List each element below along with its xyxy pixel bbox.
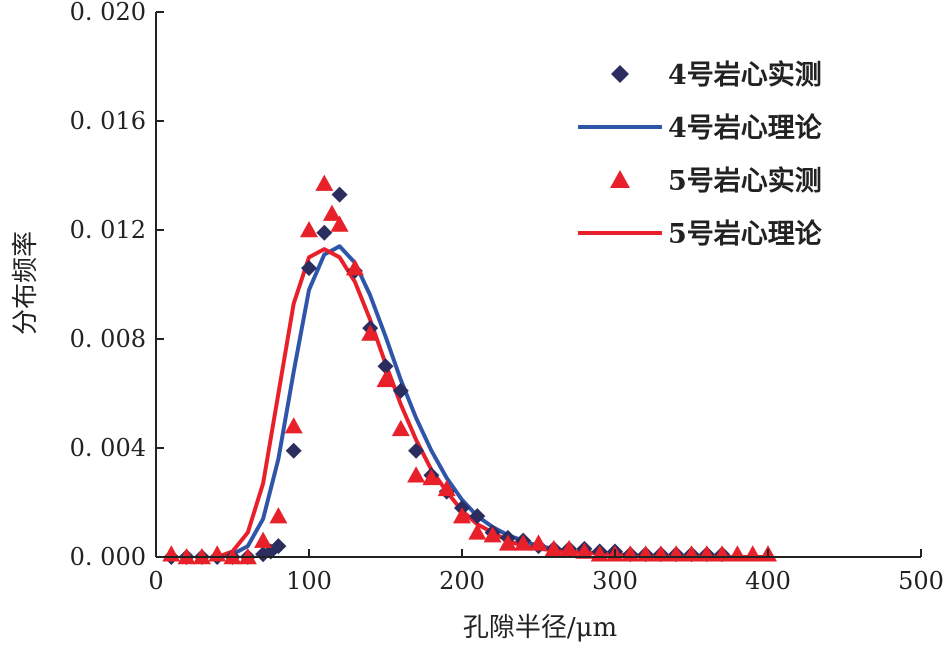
data-point [422, 468, 441, 486]
legend-label: 4号岩心理论 [668, 113, 823, 144]
data-point [300, 221, 318, 238]
legend-item: 5号岩心理论 [578, 219, 823, 250]
data-point [254, 531, 273, 548]
x-tick-label: 0 [148, 567, 163, 595]
data-point [361, 324, 380, 341]
series-4 [216, 247, 768, 559]
data-point [322, 204, 341, 221]
data-point [285, 442, 302, 459]
data-point [345, 259, 364, 276]
data-point [316, 224, 333, 241]
data-point [392, 382, 409, 399]
data-point [391, 419, 410, 437]
legend-item: 4号岩心实测 [611, 59, 822, 91]
data-point [330, 215, 349, 232]
data-point [284, 417, 303, 434]
data-point [162, 545, 181, 562]
x-tick-label: 300 [592, 567, 638, 595]
data-point [301, 260, 317, 277]
legend-diamond-swatch [611, 65, 629, 83]
data-point [743, 545, 762, 562]
legend-label: 5号岩心理论 [668, 219, 823, 250]
data-point [483, 526, 502, 543]
y-axis-title: 分布频率 [11, 231, 41, 335]
series-line [216, 244, 768, 559]
data-point [437, 479, 456, 497]
data-point [514, 534, 533, 551]
y-tick-label: 0. 004 [70, 434, 146, 462]
y-tick-label: 0. 000 [70, 543, 146, 571]
y-tick-label: 0. 020 [70, 0, 146, 26]
data-point [407, 466, 426, 483]
data-point [728, 545, 747, 562]
data-point [560, 539, 579, 557]
data-point [315, 174, 334, 191]
legend-label: 5号岩心实测 [668, 165, 822, 197]
axes: 0. 000 0. 004 0. 008 0. 012 0. 016 0. 020 0 100… [70, 0, 944, 595]
x-tick-label: 500 [898, 567, 944, 595]
legend-label: 4号岩心实测 [668, 59, 822, 91]
x-tick-label: 400 [745, 567, 791, 595]
data-point [544, 539, 563, 557]
legend: 4号岩心实测 4号岩心理论 5号岩心实测 5号岩心理论 [578, 59, 823, 250]
data-point [377, 358, 394, 375]
legend-item: 5号岩心实测 [610, 165, 822, 197]
data-point [529, 534, 548, 551]
y-tick-label: 0. 016 [70, 107, 146, 135]
legend-item: 4号岩心理论 [578, 113, 823, 144]
data-point [575, 542, 594, 559]
series-line [216, 247, 768, 559]
legend-triangle-swatch [610, 170, 630, 188]
series-1 [163, 186, 731, 565]
data-point [468, 523, 487, 540]
data-point [453, 507, 471, 524]
data-point [331, 186, 348, 203]
data-point [498, 534, 517, 551]
y-tick-label: 0. 012 [70, 216, 146, 244]
data-point [408, 442, 425, 459]
data-point [469, 508, 486, 525]
data-point [270, 538, 287, 555]
data-point [376, 370, 395, 388]
x-tick-label: 200 [439, 567, 485, 595]
x-axis-title: 孔隙半径/μm [463, 613, 617, 643]
y-tick-label: 0. 008 [70, 325, 146, 353]
series-2 [216, 244, 768, 559]
data-point [269, 507, 288, 524]
x-tick-label: 100 [286, 567, 332, 595]
